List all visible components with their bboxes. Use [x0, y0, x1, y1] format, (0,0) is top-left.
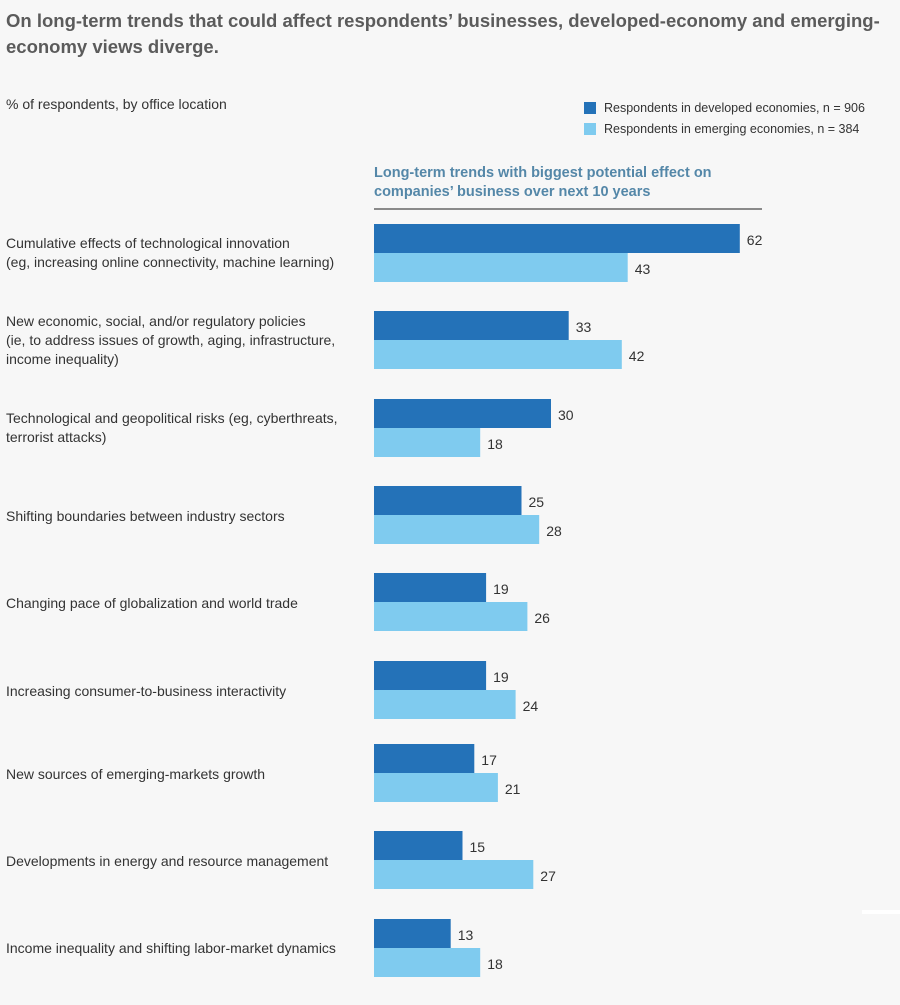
bar-value-developed: 25	[529, 494, 545, 510]
bar-developed	[374, 831, 463, 860]
bar-value-emerging: 26	[534, 610, 550, 626]
chart-subtitle: % of respondents, by office location	[6, 96, 227, 112]
legend: Respondents in developed economies, n = …	[584, 97, 865, 139]
bar-value-emerging: 18	[487, 956, 503, 972]
category-label: New economic, social, and/or regulatory …	[6, 313, 336, 367]
bar-developed	[374, 486, 522, 515]
bar-value-developed: 19	[493, 669, 509, 685]
bar-emerging	[374, 340, 622, 369]
category-label: Increasing consumer-to-business interact…	[6, 683, 287, 699]
bar-value-emerging: 43	[635, 261, 651, 277]
legend-label-developed: Respondents in developed economies, n = …	[604, 100, 865, 115]
panel-title: Long-term trends with biggest potential …	[374, 165, 712, 200]
bar-emerging	[374, 253, 628, 282]
bar-developed	[374, 573, 487, 602]
bar-value-developed: 33	[576, 319, 592, 335]
legend-label-emerging: Respondents in emerging economies, n = 3…	[604, 121, 860, 136]
bar-developed	[374, 919, 451, 948]
bar-value-emerging: 21	[505, 781, 521, 797]
category-label: Shifting boundaries between industry sec…	[6, 508, 285, 524]
chart-title: On long-term trends that could affect re…	[6, 10, 880, 57]
bar-developed	[374, 399, 551, 428]
bar-value-developed: 19	[493, 581, 509, 597]
bar-emerging	[374, 773, 498, 802]
bar-value-developed: 15	[470, 839, 486, 855]
legend-item-developed: Respondents in developed economies, n = …	[584, 97, 865, 118]
bar-emerging	[374, 602, 528, 631]
category-label: Changing pace of globalization and world…	[6, 595, 298, 611]
bar-value-emerging: 28	[546, 523, 562, 539]
legend-swatch-emerging	[584, 122, 596, 135]
bar-value-emerging: 18	[487, 436, 503, 452]
category-label: Developments in energy and resource mana…	[6, 853, 329, 869]
bar-value-developed: 62	[747, 232, 763, 248]
bar-value-emerging: 24	[523, 698, 539, 714]
category-label: Income inequality and shifting labor-mar…	[6, 940, 336, 956]
category-label: Cumulative effects of technological inno…	[6, 235, 335, 270]
bar-developed	[374, 661, 487, 690]
category-label: Technological and geopolitical risks (eg…	[6, 410, 338, 445]
edge-divider	[862, 910, 900, 914]
bar-value-developed: 30	[558, 407, 574, 423]
legend-item-emerging: Respondents in emerging economies, n = 3…	[584, 118, 865, 139]
bar-value-developed: 17	[481, 752, 497, 768]
bar-developed	[374, 311, 569, 340]
legend-swatch-developed	[584, 101, 596, 114]
category-label: New sources of emerging-markets growth	[6, 766, 266, 782]
bar-value-developed: 13	[458, 927, 474, 943]
bar-developed	[374, 224, 740, 253]
bar-emerging	[374, 428, 481, 457]
bar-emerging	[374, 690, 516, 719]
bar-value-emerging: 42	[629, 348, 645, 364]
bar-emerging	[374, 515, 540, 544]
panel-divider	[374, 208, 762, 210]
bar-developed	[374, 744, 475, 773]
bar-value-emerging: 27	[540, 868, 556, 884]
bar-emerging	[374, 860, 534, 889]
bar-emerging	[374, 948, 481, 977]
